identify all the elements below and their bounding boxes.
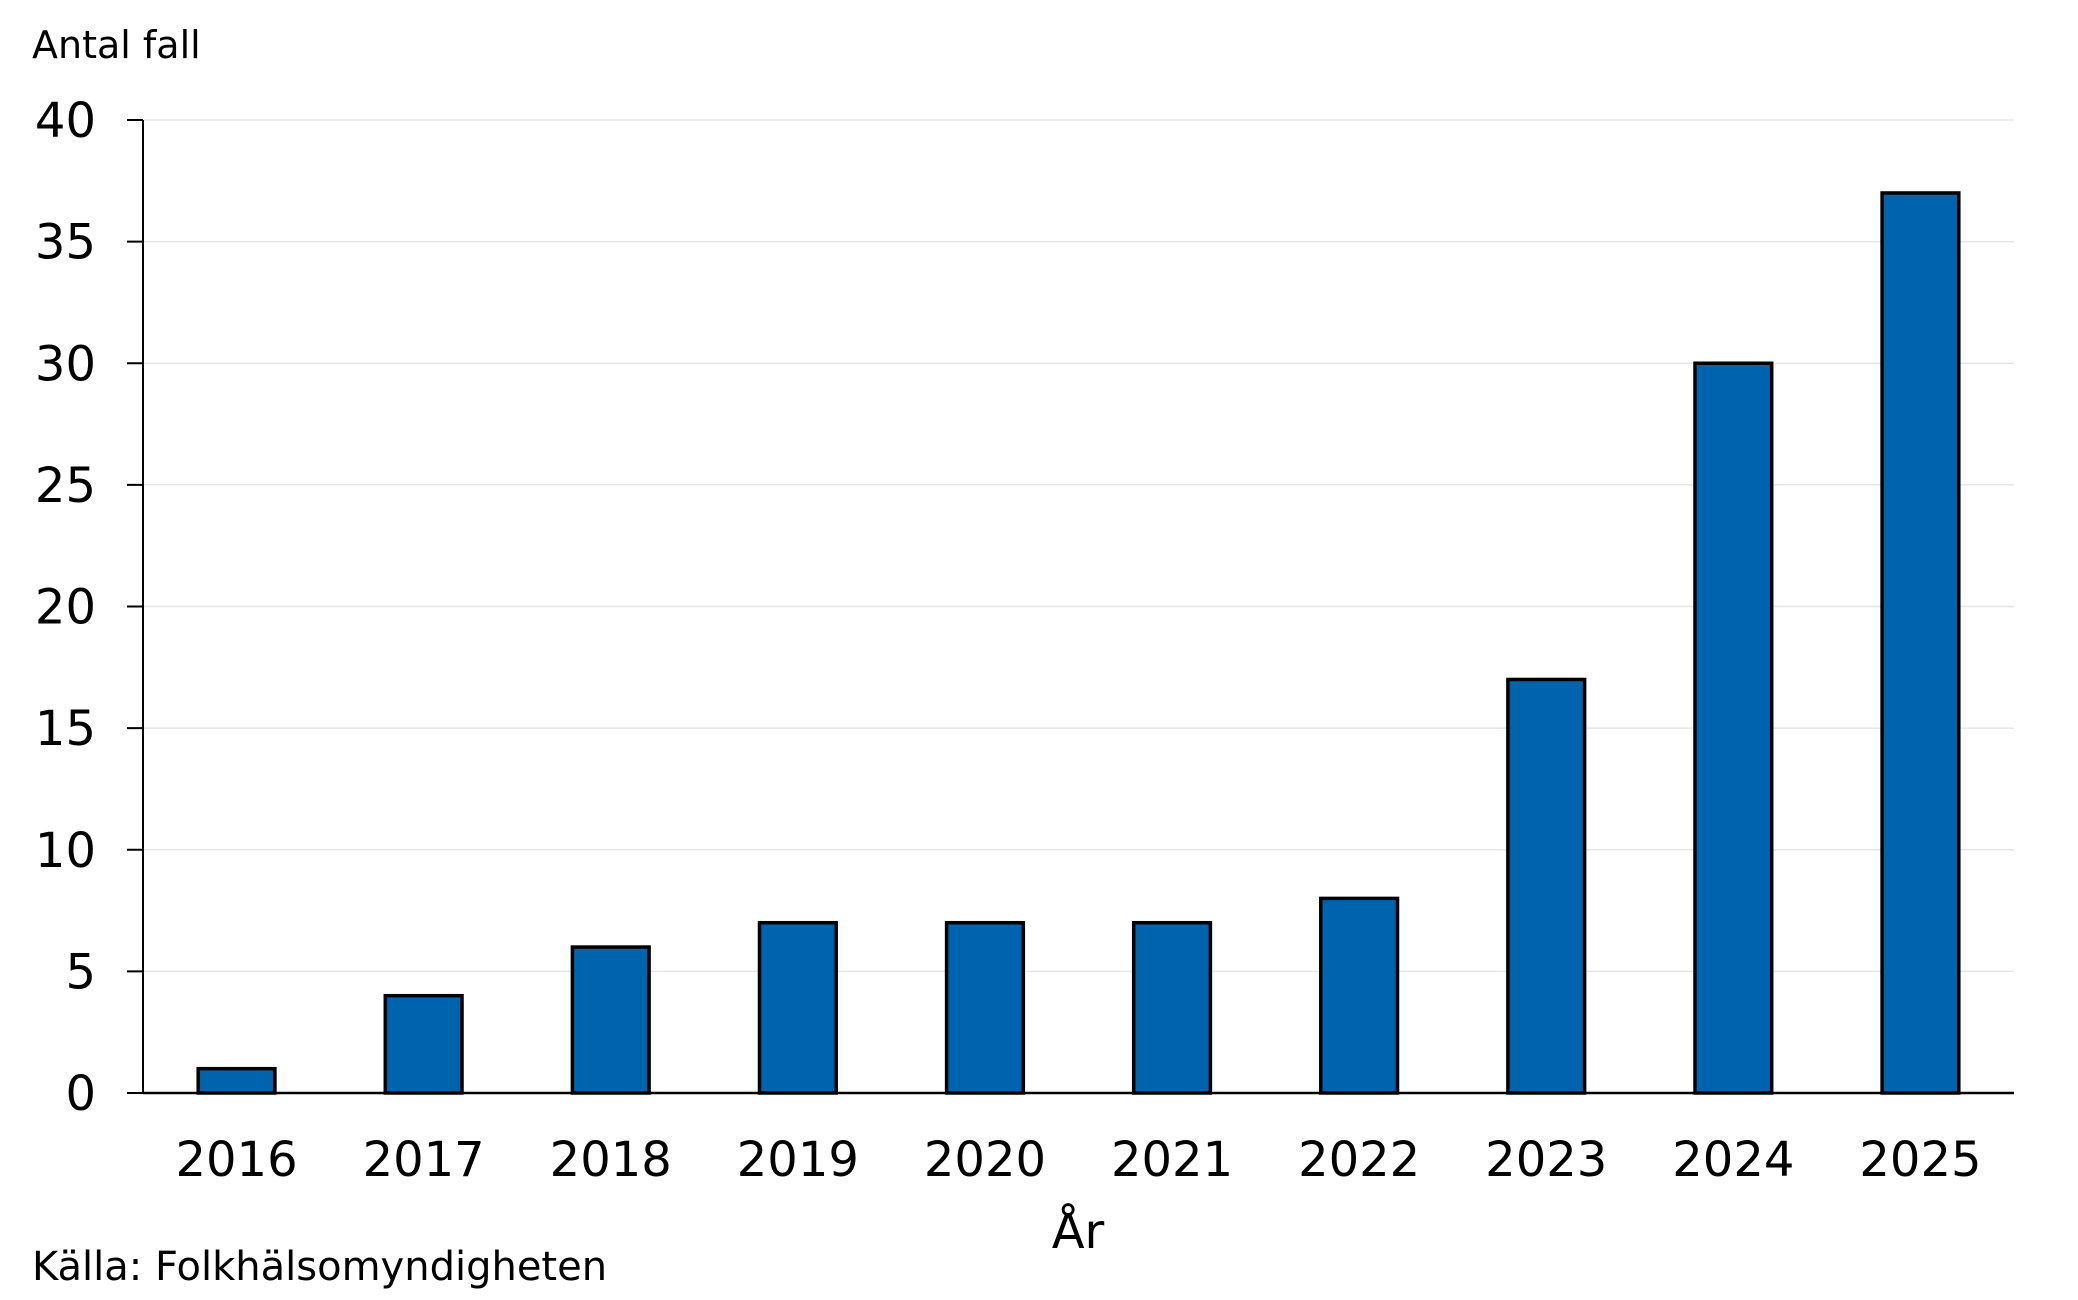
x-tick-label: 2021	[1111, 1132, 1233, 1188]
x-tick-label: 2024	[1672, 1132, 1794, 1188]
y-tick-label: 30	[35, 336, 96, 392]
x-tick-label: 2025	[1859, 1132, 1981, 1188]
bar-2017	[383, 993, 464, 1095]
y-tick-label: 40	[35, 93, 96, 149]
y-tick-label: 15	[35, 701, 96, 757]
x-tick-label: 2017	[363, 1132, 485, 1188]
y-tick-label: 20	[35, 580, 96, 636]
axes	[127, 119, 2014, 1095]
bar-2016	[196, 1066, 277, 1095]
x-axis-title: År	[1052, 1203, 1105, 1260]
bars	[196, 191, 1961, 1095]
x-tick-labels: 2016 2017 2018 2019 2020 2021 2022 2023 2024 2025	[175, 1132, 1981, 1188]
bar-2023	[1506, 677, 1587, 1095]
y-tick-labels: 0 5 10 15 20 25 30 35 40	[35, 93, 96, 1122]
bar-2025	[1880, 191, 1961, 1095]
bar-2022	[1319, 896, 1400, 1095]
bar-2020	[944, 920, 1026, 1095]
y-axis-title: Antal fall	[32, 23, 201, 67]
bar-2021	[1131, 920, 1213, 1095]
y-tick-label: 5	[65, 944, 96, 1000]
x-tick-label: 2019	[737, 1132, 859, 1188]
x-tick-label: 2020	[924, 1132, 1046, 1188]
x-tick-label: 2022	[1298, 1132, 1420, 1188]
x-tick-label: 2023	[1485, 1132, 1607, 1188]
bar-2024	[1693, 361, 1774, 1095]
source-note: Källa: Folkhälsomyndigheten	[32, 1244, 607, 1290]
gridlines	[143, 119, 2014, 973]
x-tick-label: 2018	[550, 1132, 672, 1188]
y-tick-label: 10	[35, 823, 96, 879]
y-tick-label: 25	[35, 458, 96, 514]
y-tick-label: 0	[65, 1066, 96, 1122]
bar-2019	[757, 920, 838, 1095]
x-tick-label: 2016	[175, 1132, 297, 1188]
bar-2018	[570, 945, 651, 1095]
y-tick-label: 35	[35, 215, 96, 271]
